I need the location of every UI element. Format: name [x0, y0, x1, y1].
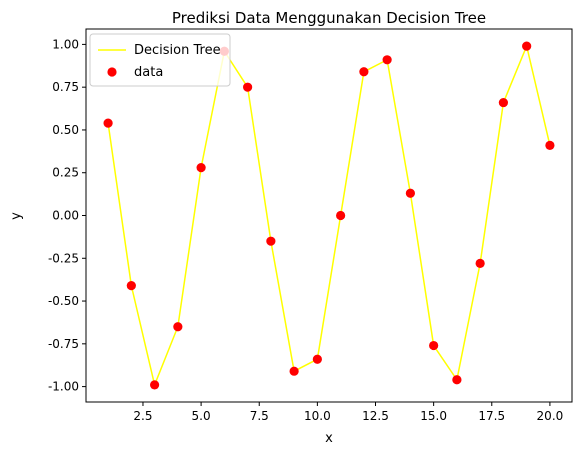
- y-tick-label: -1.00: [48, 380, 79, 394]
- data-point: [475, 258, 485, 269]
- data-point: [173, 322, 183, 332]
- y-tick-label: 1.00: [52, 37, 79, 51]
- x-tick-label: 20.0: [537, 409, 564, 423]
- data-point: [382, 55, 392, 65]
- series-line-decision-tree: [107, 43, 551, 388]
- data-point: [522, 41, 532, 51]
- data-point: [452, 375, 462, 385]
- x-tick-label: 10.0: [304, 409, 331, 423]
- y-tick-label: -0.25: [48, 251, 79, 265]
- y-tick-label: -0.75: [48, 337, 79, 351]
- x-tick-label: 2.5: [133, 409, 152, 423]
- data-point: [498, 97, 508, 108]
- data-point: [545, 140, 555, 150]
- y-tick-label: 0.50: [52, 123, 79, 137]
- y-tick-label: 0.25: [52, 166, 79, 180]
- axes: 2.5 5.0 7.5 10.0 12.5 15.0 17.5 20.0 -1.00 -0.75 -…: [48, 28, 573, 423]
- data-point: [266, 236, 276, 246]
- data-point: [359, 67, 369, 77]
- x-tick-label: 17.5: [478, 409, 505, 423]
- x-axis-label: x: [325, 431, 333, 446]
- plot-area: [86, 29, 572, 402]
- x-tick-label: 12.5: [362, 409, 389, 423]
- data-point: [103, 118, 113, 128]
- legend-marker-swatch: [107, 67, 117, 77]
- chart-title: Prediksi Data Menggunakan Decision Tree: [172, 9, 486, 27]
- data-point: [429, 340, 439, 351]
- legend-box: [89, 33, 231, 87]
- x-tick-label: 5.0: [192, 409, 211, 423]
- y-axis-label: y: [9, 212, 24, 220]
- x-tick-label: 15.0: [420, 409, 447, 423]
- x-tick-label: 7.5: [250, 409, 269, 423]
- data-point: [289, 366, 299, 376]
- data-point: [243, 82, 253, 92]
- legend-label-data: data: [134, 65, 163, 80]
- data-point: [126, 281, 136, 291]
- data-point: [196, 162, 206, 173]
- data-point: [150, 380, 160, 390]
- data-point: [312, 354, 322, 364]
- y-tick-label: 0.00: [52, 209, 79, 223]
- y-tick-label: 0.75: [52, 80, 79, 94]
- y-tick-label: -0.50: [48, 294, 79, 308]
- data-point: [405, 188, 415, 198]
- data-point: [336, 210, 346, 221]
- legend-label-decision-tree: Decision Tree: [134, 43, 221, 58]
- legend: Decision Tree data: [89, 33, 231, 87]
